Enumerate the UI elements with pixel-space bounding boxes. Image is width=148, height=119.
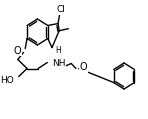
- Text: Cl: Cl: [56, 5, 65, 14]
- Text: H: H: [56, 46, 61, 55]
- Text: NH: NH: [52, 59, 65, 68]
- Text: HO: HO: [0, 76, 14, 85]
- Text: O: O: [14, 45, 21, 55]
- Text: O: O: [80, 62, 87, 72]
